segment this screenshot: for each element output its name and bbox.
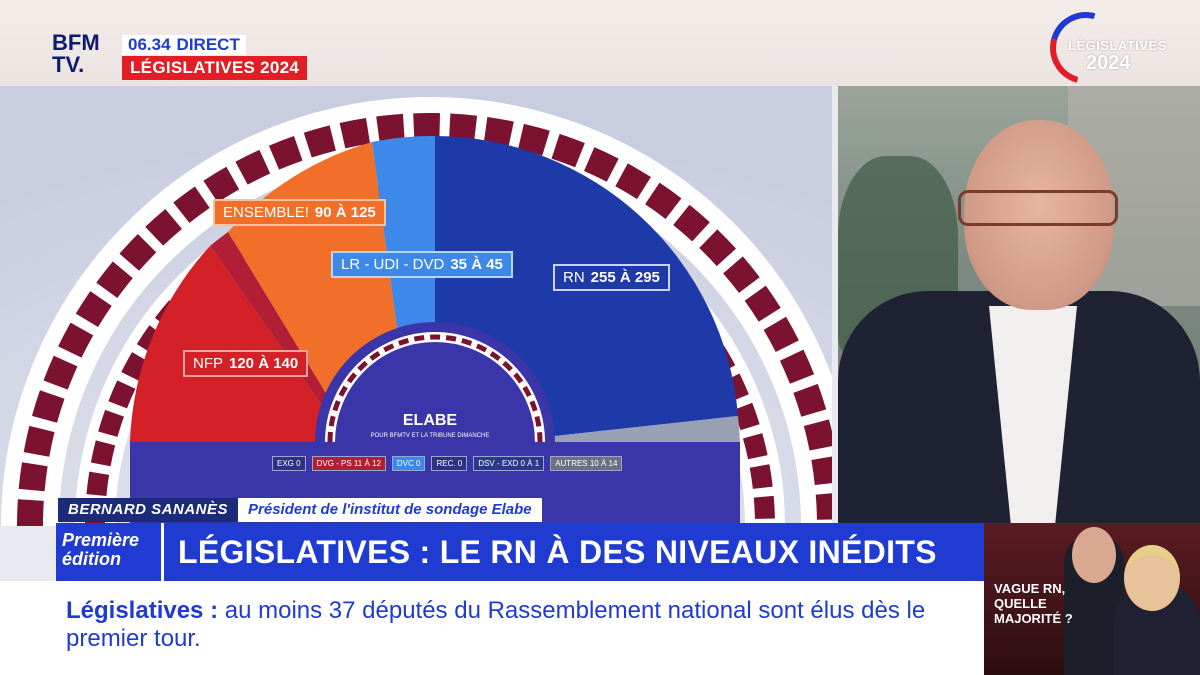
promo-text: VAGUE RN, QUELLE MAJORITÉ ?	[994, 581, 1073, 626]
label-rn-party: RN	[563, 269, 585, 286]
news-ticker: Législatives : au moins 37 députés du Ra…	[0, 581, 984, 675]
legend-dvg: DVG - PS 11 À 12	[311, 456, 386, 471]
promo-line1: VAGUE RN,	[994, 581, 1066, 596]
badge-line1: LÉGISLATIVES	[1068, 38, 1167, 53]
legend-dvc: DVC 0	[391, 456, 426, 471]
edition-line2: édition	[62, 549, 121, 569]
label-nfp-range: 120 À 140	[229, 355, 299, 372]
legend-rec: REC. 0	[431, 456, 468, 471]
logo-line1: BFM	[52, 30, 100, 55]
promo-line2: QUELLE	[994, 596, 1047, 611]
time-label: 06.34	[128, 35, 171, 54]
hemicycle-svg	[0, 86, 832, 526]
badge-line2: 2024	[1086, 52, 1131, 74]
promo-thumbnail: VAGUE RN, QUELLE MAJORITÉ ?	[984, 523, 1200, 675]
promo-person2-head	[1124, 545, 1180, 611]
direct-label: DIRECT	[176, 35, 240, 54]
outer-seats	[17, 113, 832, 526]
speaker-name-bar: BERNARD SANANÈS Président de l'institut …	[58, 498, 542, 522]
legend-autres: AUTRES 10 À 14	[550, 456, 623, 471]
live-tag: 06.34 DIRECT	[122, 35, 246, 55]
legend-exg: EXG 0	[272, 456, 306, 471]
bfmtv-logo: BFM TV.	[52, 32, 116, 84]
event-tag: LÉGISLATIVES 2024	[122, 56, 308, 80]
legend-dsv: DSV - EXD 0 À 1	[473, 456, 545, 471]
label-lr-party: LR - UDI - DVD	[341, 256, 445, 273]
headline-bar: Première édition LÉGISLATIVES : LE RN À …	[56, 523, 984, 581]
promo-person1-head	[1072, 527, 1116, 583]
label-ensemble: ENSEMBLE! 90 À 125	[213, 199, 386, 226]
hemicycle-chart: ENSEMBLE! 90 À 125 LR - UDI - DVD 35 À 4…	[0, 86, 832, 526]
label-ensemble-range: 90 À 125	[314, 204, 376, 221]
label-rn: RN 255 À 295	[553, 264, 670, 291]
chart-legend: EXG 0 DVG - PS 11 À 12 DVC 0 REC. 0 DSV …	[272, 456, 623, 471]
speaker-head	[964, 120, 1114, 310]
ticker-bold: Législatives :	[66, 597, 219, 624]
label-nfp: NFP 120 À 140	[183, 350, 309, 377]
sector-dvg	[210, 232, 352, 440]
label-lr-range: 35 À 45	[450, 256, 503, 273]
headline: LÉGISLATIVES : LE RN À DES NIVEAUX INÉDI…	[178, 533, 937, 570]
chart-source-sub: POUR BFMTV ET LA TRIBUNE DIMANCHE	[370, 433, 490, 439]
center-seats	[327, 334, 543, 443]
label-ensemble-party: ENSEMBLE!	[223, 204, 309, 221]
sector-autres	[555, 416, 740, 442]
speaker-role: Président de l'institut de sondage Elabe	[238, 498, 542, 522]
speaker-glasses	[958, 190, 1118, 226]
label-nfp-party: NFP	[193, 355, 223, 372]
edition-tag: Première édition	[56, 523, 164, 581]
promo-line3: MAJORITÉ ?	[994, 611, 1073, 626]
logo-line2: TV.	[52, 52, 85, 77]
edition-line1: Première	[62, 530, 140, 550]
sector-nfp	[130, 246, 346, 442]
label-rn-range: 255 À 295	[590, 269, 660, 286]
label-lr: LR - UDI - DVD 35 À 45	[331, 251, 513, 278]
ticker-text: au moins 37 députés du Rassemblement nat…	[66, 597, 926, 652]
studio-video	[838, 86, 1200, 526]
legislatives-badge: LÉGISLATIVES 2024	[1036, 0, 1166, 98]
speaker-name: BERNARD SANANÈS	[58, 498, 239, 522]
chart-source: ELABE	[402, 412, 458, 429]
